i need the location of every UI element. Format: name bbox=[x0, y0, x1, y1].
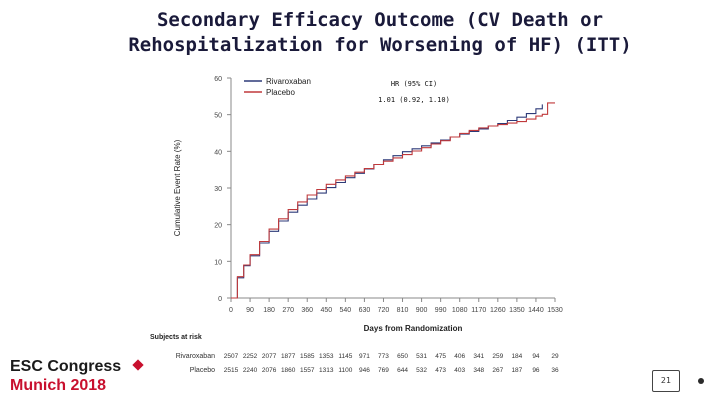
at-risk-table: Subjects at risk Rivaroxaban 2507 2252 2077 1… bbox=[150, 334, 559, 374]
at-risk-value: 1557 bbox=[300, 367, 315, 374]
x-tick-label: 450 bbox=[320, 307, 332, 314]
esc-congress-logo: ESC Congress Munich 2018 bbox=[10, 357, 121, 395]
at-risk-value: 2076 bbox=[262, 367, 277, 374]
x-axis-label: Days from Randomization bbox=[364, 324, 463, 333]
curve-rivaroxaban bbox=[231, 104, 543, 299]
at-risk-value: 650 bbox=[397, 353, 408, 360]
at-risk-value: 36 bbox=[551, 367, 559, 374]
chart-curves bbox=[231, 102, 555, 299]
x-tick-label: 810 bbox=[397, 307, 409, 314]
at-risk-value: 187 bbox=[511, 367, 522, 374]
at-risk-value: 348 bbox=[473, 367, 484, 374]
y-tick-label: 0 bbox=[218, 296, 222, 303]
legend-label-placebo: Placebo bbox=[266, 88, 295, 97]
at-risk-value: 1877 bbox=[281, 353, 296, 360]
hr-value: 1.01 (0.92, 1.10) bbox=[378, 96, 450, 104]
x-tick-label: 1080 bbox=[452, 307, 468, 314]
at-risk-value: 29 bbox=[551, 353, 559, 360]
page-number: 21 bbox=[652, 370, 680, 392]
x-tick-label: 900 bbox=[416, 307, 428, 314]
hr-label: HR (95% CI) bbox=[391, 80, 437, 88]
x-tick-label: 630 bbox=[359, 307, 371, 314]
slide-title-line-2: Rehospitalization for Worsening of HF) (… bbox=[128, 34, 632, 56]
at-risk-value: 971 bbox=[359, 353, 370, 360]
at-risk-value: 1313 bbox=[319, 367, 334, 374]
at-risk-value: 769 bbox=[378, 367, 389, 374]
x-tick-label: 1530 bbox=[547, 307, 563, 314]
brand-line-2: Munich 2018 bbox=[10, 377, 107, 394]
at-risk-value: 184 bbox=[511, 353, 522, 360]
at-risk-value: 946 bbox=[359, 367, 370, 374]
x-tick-label: 1350 bbox=[509, 307, 525, 314]
at-risk-value: 2077 bbox=[262, 353, 277, 360]
brand-line-1: ESC Congress bbox=[10, 358, 122, 375]
y-tick-label: 40 bbox=[214, 149, 222, 156]
at-risk-heading: Subjects at risk bbox=[150, 334, 202, 341]
at-risk-value: 94 bbox=[532, 353, 540, 360]
at-risk-value: 1145 bbox=[338, 353, 352, 360]
x-tick-label: 180 bbox=[263, 307, 275, 314]
at-risk-value: 1353 bbox=[319, 353, 334, 360]
slide-title-line-1: Secondary Efficacy Outcome (CV Death or bbox=[156, 9, 604, 31]
at-risk-value: 473 bbox=[435, 367, 446, 374]
chart-legend: Rivaroxaban Placebo bbox=[244, 77, 311, 97]
y-tick-label: 60 bbox=[214, 76, 222, 83]
at-risk-value: 341 bbox=[473, 353, 484, 360]
at-risk-value: 403 bbox=[454, 367, 465, 374]
x-tick-label: 990 bbox=[435, 307, 447, 314]
x-tick-label: 0 bbox=[229, 307, 233, 314]
at-risk-value: 644 bbox=[397, 367, 408, 374]
chart-axes: 0 10 20 30 40 50 60 0 90 180 270 360 450 540 630 720 810… bbox=[214, 76, 563, 314]
at-risk-row-label: Rivaroxaban bbox=[176, 353, 215, 360]
y-tick-label: 30 bbox=[214, 186, 222, 193]
at-risk-value: 1100 bbox=[338, 367, 352, 374]
x-tick-label: 1260 bbox=[490, 307, 506, 314]
at-risk-value: 2515 bbox=[224, 367, 239, 374]
at-risk-value: 475 bbox=[435, 353, 446, 360]
x-tick-label: 720 bbox=[378, 307, 390, 314]
at-risk-value: 2240 bbox=[243, 367, 258, 374]
at-risk-value: 96 bbox=[532, 367, 540, 374]
curve-placebo bbox=[231, 102, 555, 299]
at-risk-value: 2252 bbox=[243, 353, 258, 360]
at-risk-row-label: Placebo bbox=[190, 367, 215, 374]
y-axis-label: Cumulative Event Rate (%) bbox=[173, 139, 182, 236]
slide-marker-dot bbox=[698, 378, 704, 384]
at-risk-value: 532 bbox=[416, 367, 427, 374]
y-tick-label: 20 bbox=[214, 223, 222, 230]
at-risk-value: 406 bbox=[454, 353, 465, 360]
x-tick-label: 1440 bbox=[528, 307, 544, 314]
slide-title: Secondary Efficacy Outcome (CV Death or … bbox=[0, 8, 720, 58]
at-risk-value: 267 bbox=[492, 367, 503, 374]
x-tick-label: 90 bbox=[246, 307, 254, 314]
x-tick-label: 1170 bbox=[471, 307, 486, 314]
y-tick-label: 50 bbox=[214, 113, 222, 120]
at-risk-value: 259 bbox=[492, 353, 503, 360]
y-tick-label: 10 bbox=[214, 259, 222, 266]
legend-label-rivaroxaban: Rivaroxaban bbox=[266, 77, 311, 86]
x-tick-label: 540 bbox=[340, 307, 352, 314]
chart-labels: Days from Randomization Cumulative Event … bbox=[173, 80, 462, 333]
x-tick-label: 270 bbox=[282, 307, 294, 314]
at-risk-value: 2507 bbox=[224, 353, 239, 360]
x-tick-label: 360 bbox=[301, 307, 313, 314]
at-risk-value: 773 bbox=[378, 353, 389, 360]
at-risk-value: 1585 bbox=[300, 353, 315, 360]
at-risk-value: 531 bbox=[416, 353, 427, 360]
at-risk-value: 1860 bbox=[281, 367, 296, 374]
